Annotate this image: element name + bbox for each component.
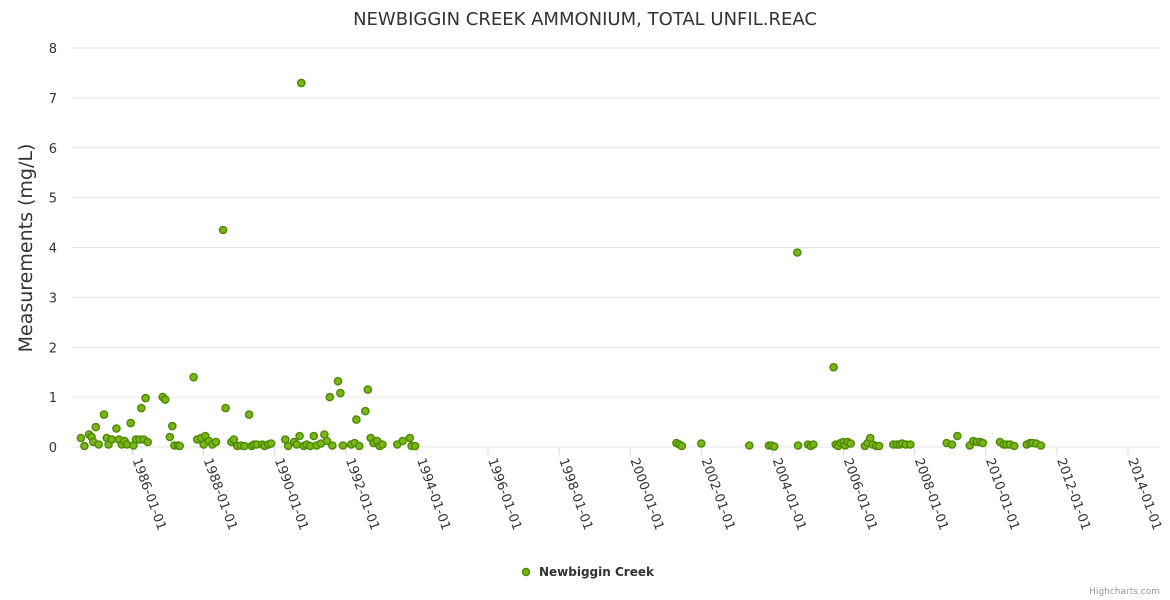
data-point[interactable] [745, 441, 754, 450]
y-tick-label: 8 [49, 42, 57, 57]
data-point[interactable] [1036, 441, 1046, 450]
legend-marker-icon [521, 567, 531, 577]
data-point[interactable] [378, 440, 387, 449]
data-point[interactable] [229, 435, 239, 444]
y-axis-label: Measurements (mg/L) [15, 144, 37, 353]
data-point[interactable] [283, 441, 293, 451]
data-point[interactable] [126, 418, 135, 428]
data-point[interactable] [244, 410, 254, 419]
data-point[interactable] [874, 441, 884, 451]
data-point[interactable] [333, 376, 343, 386]
data-point[interactable] [189, 372, 198, 382]
data-point[interactable] [947, 440, 957, 449]
data-point[interactable] [697, 439, 706, 448]
data-point[interactable] [363, 385, 373, 394]
data-point[interactable] [175, 441, 184, 451]
data-point[interactable] [136, 403, 146, 413]
data-point[interactable] [112, 424, 121, 433]
data-point[interactable] [809, 440, 818, 449]
data-point[interactable] [80, 441, 89, 451]
data-point[interactable] [107, 435, 117, 444]
data-point[interactable] [240, 441, 249, 451]
legend-item-newbiggin-creek[interactable]: Newbiggin Creek [539, 565, 655, 579]
data-point[interactable] [296, 78, 306, 88]
y-tick-label: 7 [49, 92, 57, 107]
data-point[interactable] [99, 410, 109, 419]
x-tick-label: 1986-01-01 [129, 456, 169, 532]
data-point[interactable] [292, 440, 302, 449]
y-tick-label: 4 [49, 242, 57, 257]
x-tick-label: 1992-01-01 [342, 456, 382, 532]
y-tick-label: 3 [49, 291, 57, 306]
y-tick-label: 5 [49, 192, 57, 207]
data-point[interactable] [793, 248, 802, 257]
x-tick-label: 2014-01-01 [1124, 456, 1164, 532]
grid-lines [72, 47, 1160, 448]
data-point[interactable] [953, 431, 962, 441]
x-tick-label: 2010-01-01 [982, 456, 1022, 532]
legend[interactable]: Newbiggin Creek [521, 565, 655, 579]
data-point[interactable] [410, 441, 420, 451]
data-point[interactable] [906, 440, 915, 449]
data-point[interactable] [338, 441, 348, 450]
data-point[interactable] [167, 421, 177, 431]
data-point[interactable] [211, 437, 221, 447]
data-point[interactable] [1009, 441, 1019, 451]
data-point[interactable] [76, 433, 86, 443]
data-point[interactable] [160, 395, 170, 404]
data-point[interactable] [309, 431, 319, 441]
x-axis-ticks: 1986-01-01 1988-01-01 1990-01-01 1992-01-01… [129, 447, 1164, 532]
data-point[interactable] [91, 422, 101, 432]
data-point[interactable] [266, 439, 276, 448]
y-tick-label: 6 [49, 142, 57, 157]
data-point[interactable] [829, 362, 838, 372]
x-tick-label: 2000-01-01 [626, 456, 666, 532]
data-point[interactable] [846, 439, 856, 448]
data-point[interactable] [221, 403, 230, 413]
data-point[interactable] [327, 441, 337, 450]
x-tick-label: 2006-01-01 [840, 456, 880, 532]
data-point[interactable] [352, 415, 361, 424]
data-point[interactable] [325, 392, 335, 402]
data-point[interactable] [295, 431, 304, 441]
data-point[interactable] [978, 438, 988, 448]
data-point[interactable] [94, 440, 103, 449]
data-point[interactable] [141, 393, 150, 403]
x-tick-label: 1994-01-01 [413, 456, 453, 532]
x-tick-label: 1996-01-01 [484, 456, 524, 532]
y-tick-label: 0 [49, 441, 57, 456]
x-tick-label: 2012-01-01 [1053, 456, 1093, 532]
x-tick-label: 2004-01-01 [769, 456, 809, 532]
x-tick-label: 2008-01-01 [911, 456, 951, 532]
x-tick-label: 1990-01-01 [271, 456, 311, 532]
data-point[interactable] [793, 441, 803, 450]
data-point[interactable] [354, 441, 364, 451]
data-point[interactable] [165, 432, 175, 442]
y-tick-label: 2 [49, 341, 57, 356]
data-point[interactable] [336, 388, 345, 398]
data-points [76, 78, 1046, 451]
chart-title: NEWBIGGIN CREEK AMMONIUM, TOTAL UNFIL.RE… [353, 9, 817, 30]
data-point[interactable] [677, 441, 687, 451]
credits-link[interactable]: Highcharts.com [1089, 587, 1160, 597]
data-point[interactable] [398, 436, 408, 446]
x-tick-label: 1988-01-01 [200, 456, 240, 532]
y-tick-label: 1 [49, 391, 57, 406]
y-axis-ticks: 0 1 2 3 4 5 6 7 8 [49, 42, 57, 456]
data-point[interactable] [769, 442, 779, 451]
x-tick-label: 2002-01-01 [698, 456, 738, 532]
x-tick-label: 1998-01-01 [555, 456, 595, 532]
data-point[interactable] [405, 433, 415, 443]
data-point[interactable] [322, 436, 332, 446]
data-point[interactable] [143, 437, 152, 447]
data-point[interactable] [360, 406, 370, 416]
data-point[interactable] [218, 225, 228, 235]
